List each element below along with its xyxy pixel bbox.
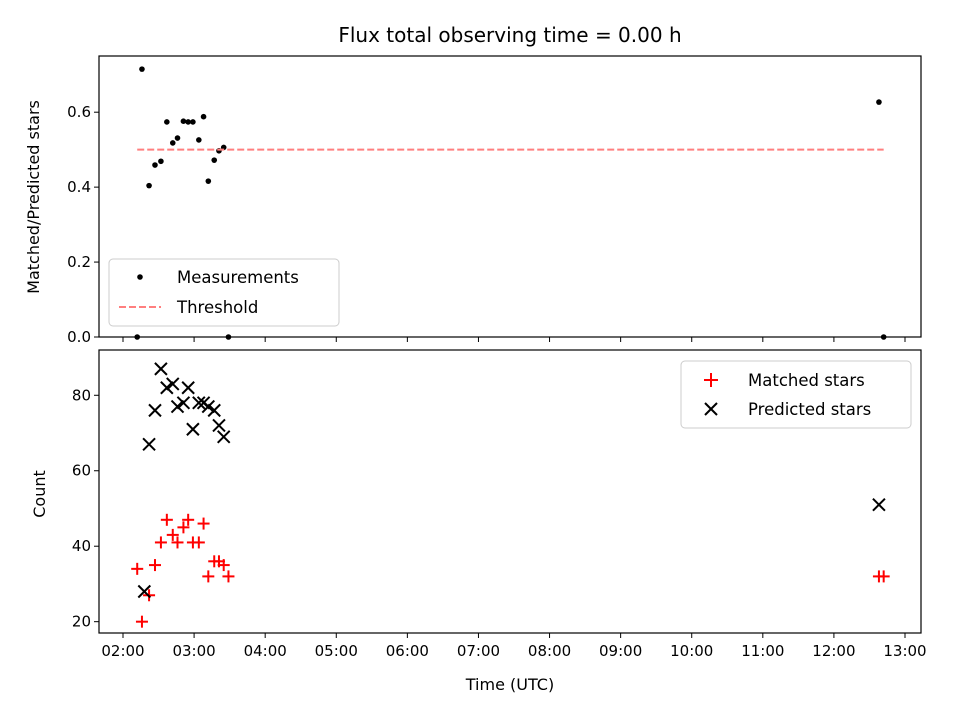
matched-stars-point — [197, 517, 210, 530]
x-tick-label: 02:00 — [101, 642, 144, 660]
legend-matched-label: Matched stars — [748, 371, 865, 390]
matched-stars-point — [148, 559, 161, 572]
measurement-point — [196, 137, 202, 143]
x-tick-label: 10:00 — [670, 642, 713, 660]
predicted-stars-point — [154, 362, 168, 376]
ratio-legend: Measurements Threshold — [108, 258, 340, 327]
matched-stars-point — [222, 570, 235, 583]
matched-stars-point — [877, 570, 890, 583]
measurement-point — [139, 66, 145, 72]
measurement-point — [158, 158, 164, 165]
predicted-stars-point — [137, 584, 152, 599]
measurement-point — [190, 119, 196, 125]
predicted-stars-point — [212, 418, 226, 433]
count-y-ticks: 20 40 60 80 — [72, 386, 99, 631]
legend-predicted-label: Predicted stars — [748, 400, 871, 419]
matched-stars-point — [135, 615, 148, 628]
predicted-stars-point — [181, 381, 195, 395]
legend-measurements-marker — [137, 274, 143, 280]
measurement-point — [876, 99, 882, 105]
predicted-stars-point — [148, 403, 162, 418]
matched-stars-point — [166, 528, 179, 541]
count-legend: Matched stars Predicted stars — [680, 360, 912, 429]
measurement-point — [211, 157, 218, 163]
ratio-panel: 0.0 0.2 0.4 0.6 Matched/Predicted stars Mea… — [24, 55, 922, 346]
x-tick-label: 11:00 — [741, 642, 784, 660]
x-tick-label: 13:00 — [883, 642, 926, 660]
chart-title: Flux total observing time = 0.00 h — [338, 23, 681, 47]
measurement-point — [169, 140, 176, 146]
measurement-point — [164, 119, 170, 125]
predicted-stars-point — [142, 437, 156, 452]
x-tick-label: 07:00 — [457, 642, 500, 660]
y-tick-label: 40 — [72, 537, 91, 555]
matched-stars-point — [182, 513, 195, 526]
matched-stars-point — [192, 536, 205, 549]
ratio-plot-area — [134, 66, 887, 340]
x-tick-label: 04:00 — [244, 642, 287, 660]
count-axes-frame — [98, 349, 922, 634]
predicted-stars-point — [217, 430, 231, 444]
y-tick-label: 0.2 — [67, 253, 91, 271]
legend-measurements-label: Measurements — [177, 268, 299, 287]
matched-stars-point — [160, 513, 173, 526]
ratio-y-ticks: 0.0 0.2 0.4 0.6 — [67, 103, 99, 346]
matched-stars-point — [171, 536, 184, 549]
count-y-axis-label: Count — [30, 470, 49, 518]
matched-stars-point — [177, 521, 190, 534]
count-legend-box — [680, 360, 912, 429]
legend-threshold-label: Threshold — [176, 298, 258, 317]
predicted-stars-point — [186, 422, 200, 436]
measurement-point — [200, 113, 207, 120]
measurement-point — [146, 182, 152, 189]
predicted-stars-point — [170, 399, 185, 414]
measurement-point — [185, 119, 191, 125]
matched-stars-point — [217, 559, 230, 572]
predicted-stars-point — [160, 381, 174, 395]
count-x-ticks: 02:00 03:00 04:00 05:00 06:00 07:00 08:00 09:00… — [101, 633, 927, 660]
predicted-stars-point — [201, 399, 216, 414]
ratio-axes-frame — [98, 55, 922, 338]
y-tick-label: 20 — [72, 613, 91, 631]
x-tick-label: 06:00 — [386, 642, 429, 660]
y-tick-label: 0.6 — [67, 103, 91, 121]
y-tick-label: 0.4 — [67, 178, 91, 196]
predicted-stars-point — [176, 396, 191, 410]
x-tick-label: 08:00 — [528, 642, 571, 660]
x-tick-label: 12:00 — [812, 642, 855, 660]
measurement-point — [152, 162, 158, 168]
ratio-y-axis-label: Matched/Predicted stars — [24, 100, 43, 294]
measurement-point — [174, 135, 181, 141]
measurement-point — [180, 118, 187, 124]
matched-stars-point — [202, 570, 215, 583]
x-tick-label: 05:00 — [315, 642, 358, 660]
legend-matched-marker — [704, 373, 718, 387]
x-axis-label: Time (UTC) — [465, 675, 554, 694]
count-plot-area — [131, 362, 890, 628]
ratio-legend-box — [108, 258, 340, 327]
x-tick-label: 03:00 — [172, 642, 215, 660]
matched-stars-point — [131, 562, 144, 575]
predicted-stars-point — [207, 403, 221, 418]
y-tick-label: 0.0 — [67, 328, 91, 346]
matched-stars-point — [154, 536, 167, 549]
predicted-stars-point — [192, 396, 206, 410]
x-tick-label: 09:00 — [599, 642, 642, 660]
y-tick-label: 60 — [72, 462, 91, 480]
predicted-stars-point — [166, 377, 180, 391]
predicted-stars-point — [872, 497, 886, 512]
y-tick-label: 80 — [72, 386, 91, 404]
measurement-point — [205, 178, 212, 184]
legend-predicted-marker — [704, 402, 718, 416]
ratio-x-ticks — [122, 337, 906, 342]
